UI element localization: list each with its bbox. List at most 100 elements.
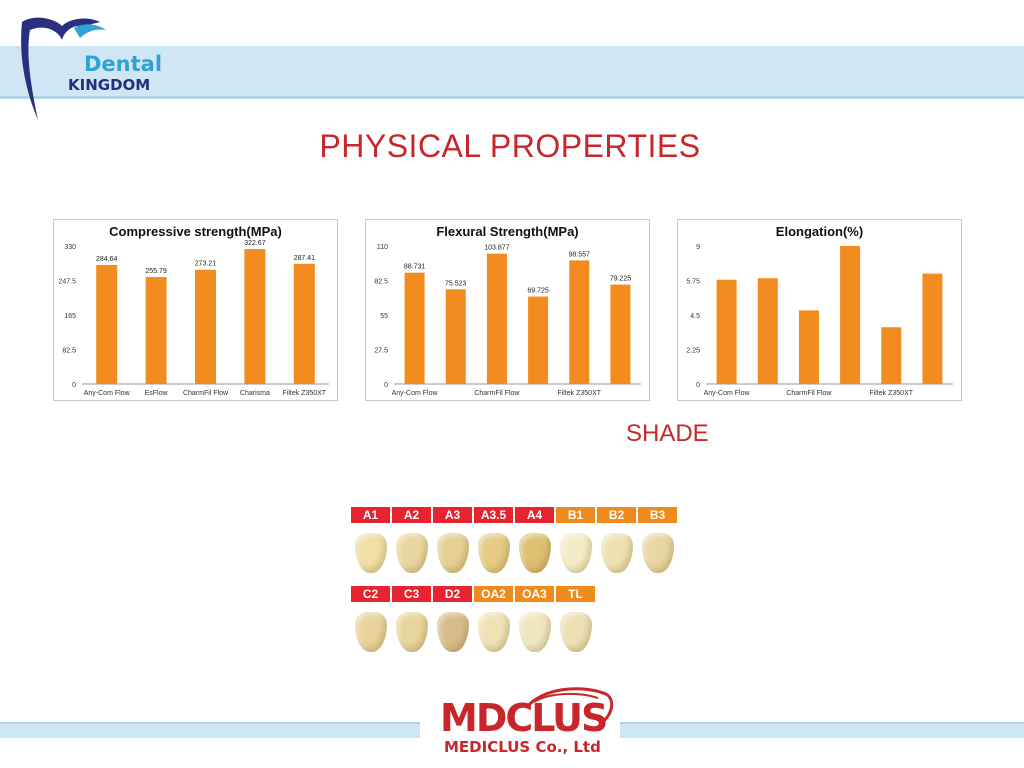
shade-a1: A1 — [351, 507, 390, 573]
shade-label: A1 — [351, 507, 390, 523]
bar-any-com-flow — [716, 279, 737, 384]
x-tick-label: Any-Com Flow — [392, 390, 439, 397]
shade-b2: B2 — [597, 507, 636, 573]
y-tick-label: 0 — [696, 382, 700, 389]
shade-tl: TL — [556, 586, 595, 652]
bar-charmfil-flow — [195, 269, 216, 384]
footer-band-left — [0, 722, 420, 738]
shade-label: A3.5 — [474, 507, 513, 523]
bar-charmfil-flow — [486, 253, 507, 384]
chart-flexural-strength: Flexural Strength(MPa) 0 27.5 55 82.5 110 88.7… — [365, 219, 650, 401]
tooth-sample-icon — [354, 533, 387, 573]
x-tick-label: Filtek Z350XT — [283, 390, 327, 397]
y-tick-label: 27.5 — [374, 348, 388, 355]
data-label: 287.41 — [294, 255, 316, 262]
x-tick-label: Charisma — [240, 390, 270, 397]
bar-filtek-z350xt — [569, 260, 590, 384]
data-label: 284.64 — [96, 256, 118, 263]
shade-row-2: C2 C3 D2 OA2 OA3 TL — [351, 586, 597, 652]
tooth-logo-icon — [21, 17, 106, 120]
y-tick-label: 9 — [696, 244, 700, 251]
chart-title: Flexural Strength(MPa) — [436, 224, 578, 239]
bar-charmfil-flow — [798, 310, 819, 384]
shade-label: C2 — [351, 586, 390, 602]
bar-filtek-z350xt — [881, 327, 902, 384]
bar-charisma — [528, 296, 549, 384]
y-tick-label: 5.75 — [686, 279, 700, 286]
chart-elongation: Elongation(%) 0 2.25 4.5 5.75 9 Any-Com Flow Ch… — [677, 219, 962, 401]
mediclus-mark: MDCLUS — [440, 696, 608, 740]
shade-label: A3 — [433, 507, 472, 523]
shade-label: B1 — [556, 507, 595, 523]
tooth-sample-icon — [436, 533, 469, 573]
shade-label: D2 — [433, 586, 472, 602]
x-tick-label: Filtek Z350XT — [557, 390, 601, 397]
y-tick-label: 330 — [64, 244, 76, 251]
tooth-sample-icon — [395, 533, 428, 573]
shade-label: C3 — [392, 586, 431, 602]
y-tick-label: 55 — [380, 313, 388, 320]
shade-title: SHADE — [626, 420, 709, 447]
y-tick-label: 247.5 — [58, 279, 76, 286]
bar-dentsply — [922, 273, 943, 384]
data-label: 273.21 — [195, 261, 217, 268]
mediclus-swoosh-icon — [524, 687, 614, 726]
tooth-sample-icon — [559, 612, 592, 652]
data-label: 103.877 — [484, 245, 509, 252]
data-label: 98.557 — [569, 251, 591, 258]
tooth-sample-icon — [518, 533, 551, 573]
shade-oa2: OA2 — [474, 586, 513, 652]
y-tick-label: 82.5 — [62, 348, 76, 355]
tooth-sample-icon — [518, 612, 551, 652]
bar-esflow — [145, 277, 167, 384]
shade-label: OA2 — [474, 586, 513, 602]
tooth-sample-icon — [641, 533, 674, 573]
tooth-sample-icon — [477, 533, 510, 573]
x-tick-label: Any-Com Flow — [704, 390, 751, 397]
x-tick-label: Any-Com Flow — [84, 390, 131, 397]
tooth-sample-icon — [477, 612, 510, 652]
chart-svg: Elongation(%) 0 2.25 4.5 5.75 9 Any-Com Flow Ch… — [686, 224, 953, 397]
y-tick-label: 165 — [64, 313, 76, 320]
bar-esflow — [445, 289, 466, 384]
y-tick-label: 4.5 — [690, 313, 700, 320]
brand-line2: KINGDOM — [68, 76, 151, 94]
shade-b1: B1 — [556, 507, 595, 573]
tooth-sample-icon — [436, 612, 469, 652]
x-tick-label: EsFlow — [145, 390, 169, 397]
data-label: 69.725 — [527, 288, 549, 295]
header-band — [0, 46, 1024, 99]
bar-charisma — [840, 246, 861, 384]
chart-title: Compressive strength(MPa) — [109, 224, 282, 239]
shade-c2: C2 — [351, 586, 390, 652]
data-label: 75.523 — [445, 280, 467, 287]
shade-label: OA3 — [515, 586, 554, 602]
bar-any-com-flow — [96, 264, 118, 384]
tooth-sample-icon — [600, 533, 633, 573]
y-tick-label: 82.5 — [374, 279, 388, 286]
x-tick-label: CharmFil Flow — [183, 390, 229, 397]
chart-svg: Compressive strength(MPa) 0 82.5 165 247.5 33… — [58, 224, 329, 397]
shade-label: B3 — [638, 507, 677, 523]
mediclus-company: MEDICLUS Co., Ltd — [444, 738, 601, 756]
shade-row-1: A1 A2 A3 A3.5 A4 B1 B2 B3 — [351, 507, 679, 573]
data-label: 88.731 — [404, 264, 426, 271]
chart-compressive-strength: Compressive strength(MPa) 0 82.5 165 247.5 33… — [53, 219, 338, 401]
y-tick-label: 0 — [72, 382, 76, 389]
bar-any-com-flow — [404, 272, 425, 384]
data-label: 322.67 — [244, 240, 266, 247]
shade-label: A2 — [392, 507, 431, 523]
chart-svg: Flexural Strength(MPa) 0 27.5 55 82.5 110 88.7… — [374, 224, 641, 397]
data-label: 255.79 — [145, 268, 167, 275]
x-tick-label: CharmFil Flow — [474, 390, 520, 397]
shade-b3: B3 — [638, 507, 677, 573]
bar-filtek-z350xt — [293, 263, 315, 384]
tooth-sample-icon — [395, 612, 428, 652]
shade-oa3: OA3 — [515, 586, 554, 652]
chart-title: Elongation(%) — [776, 224, 863, 239]
y-tick-label: 0 — [384, 382, 388, 389]
data-label: 79.225 — [610, 276, 632, 283]
tooth-sample-icon — [559, 533, 592, 573]
shade-label: B2 — [597, 507, 636, 523]
y-tick-label: 2.25 — [686, 348, 700, 355]
